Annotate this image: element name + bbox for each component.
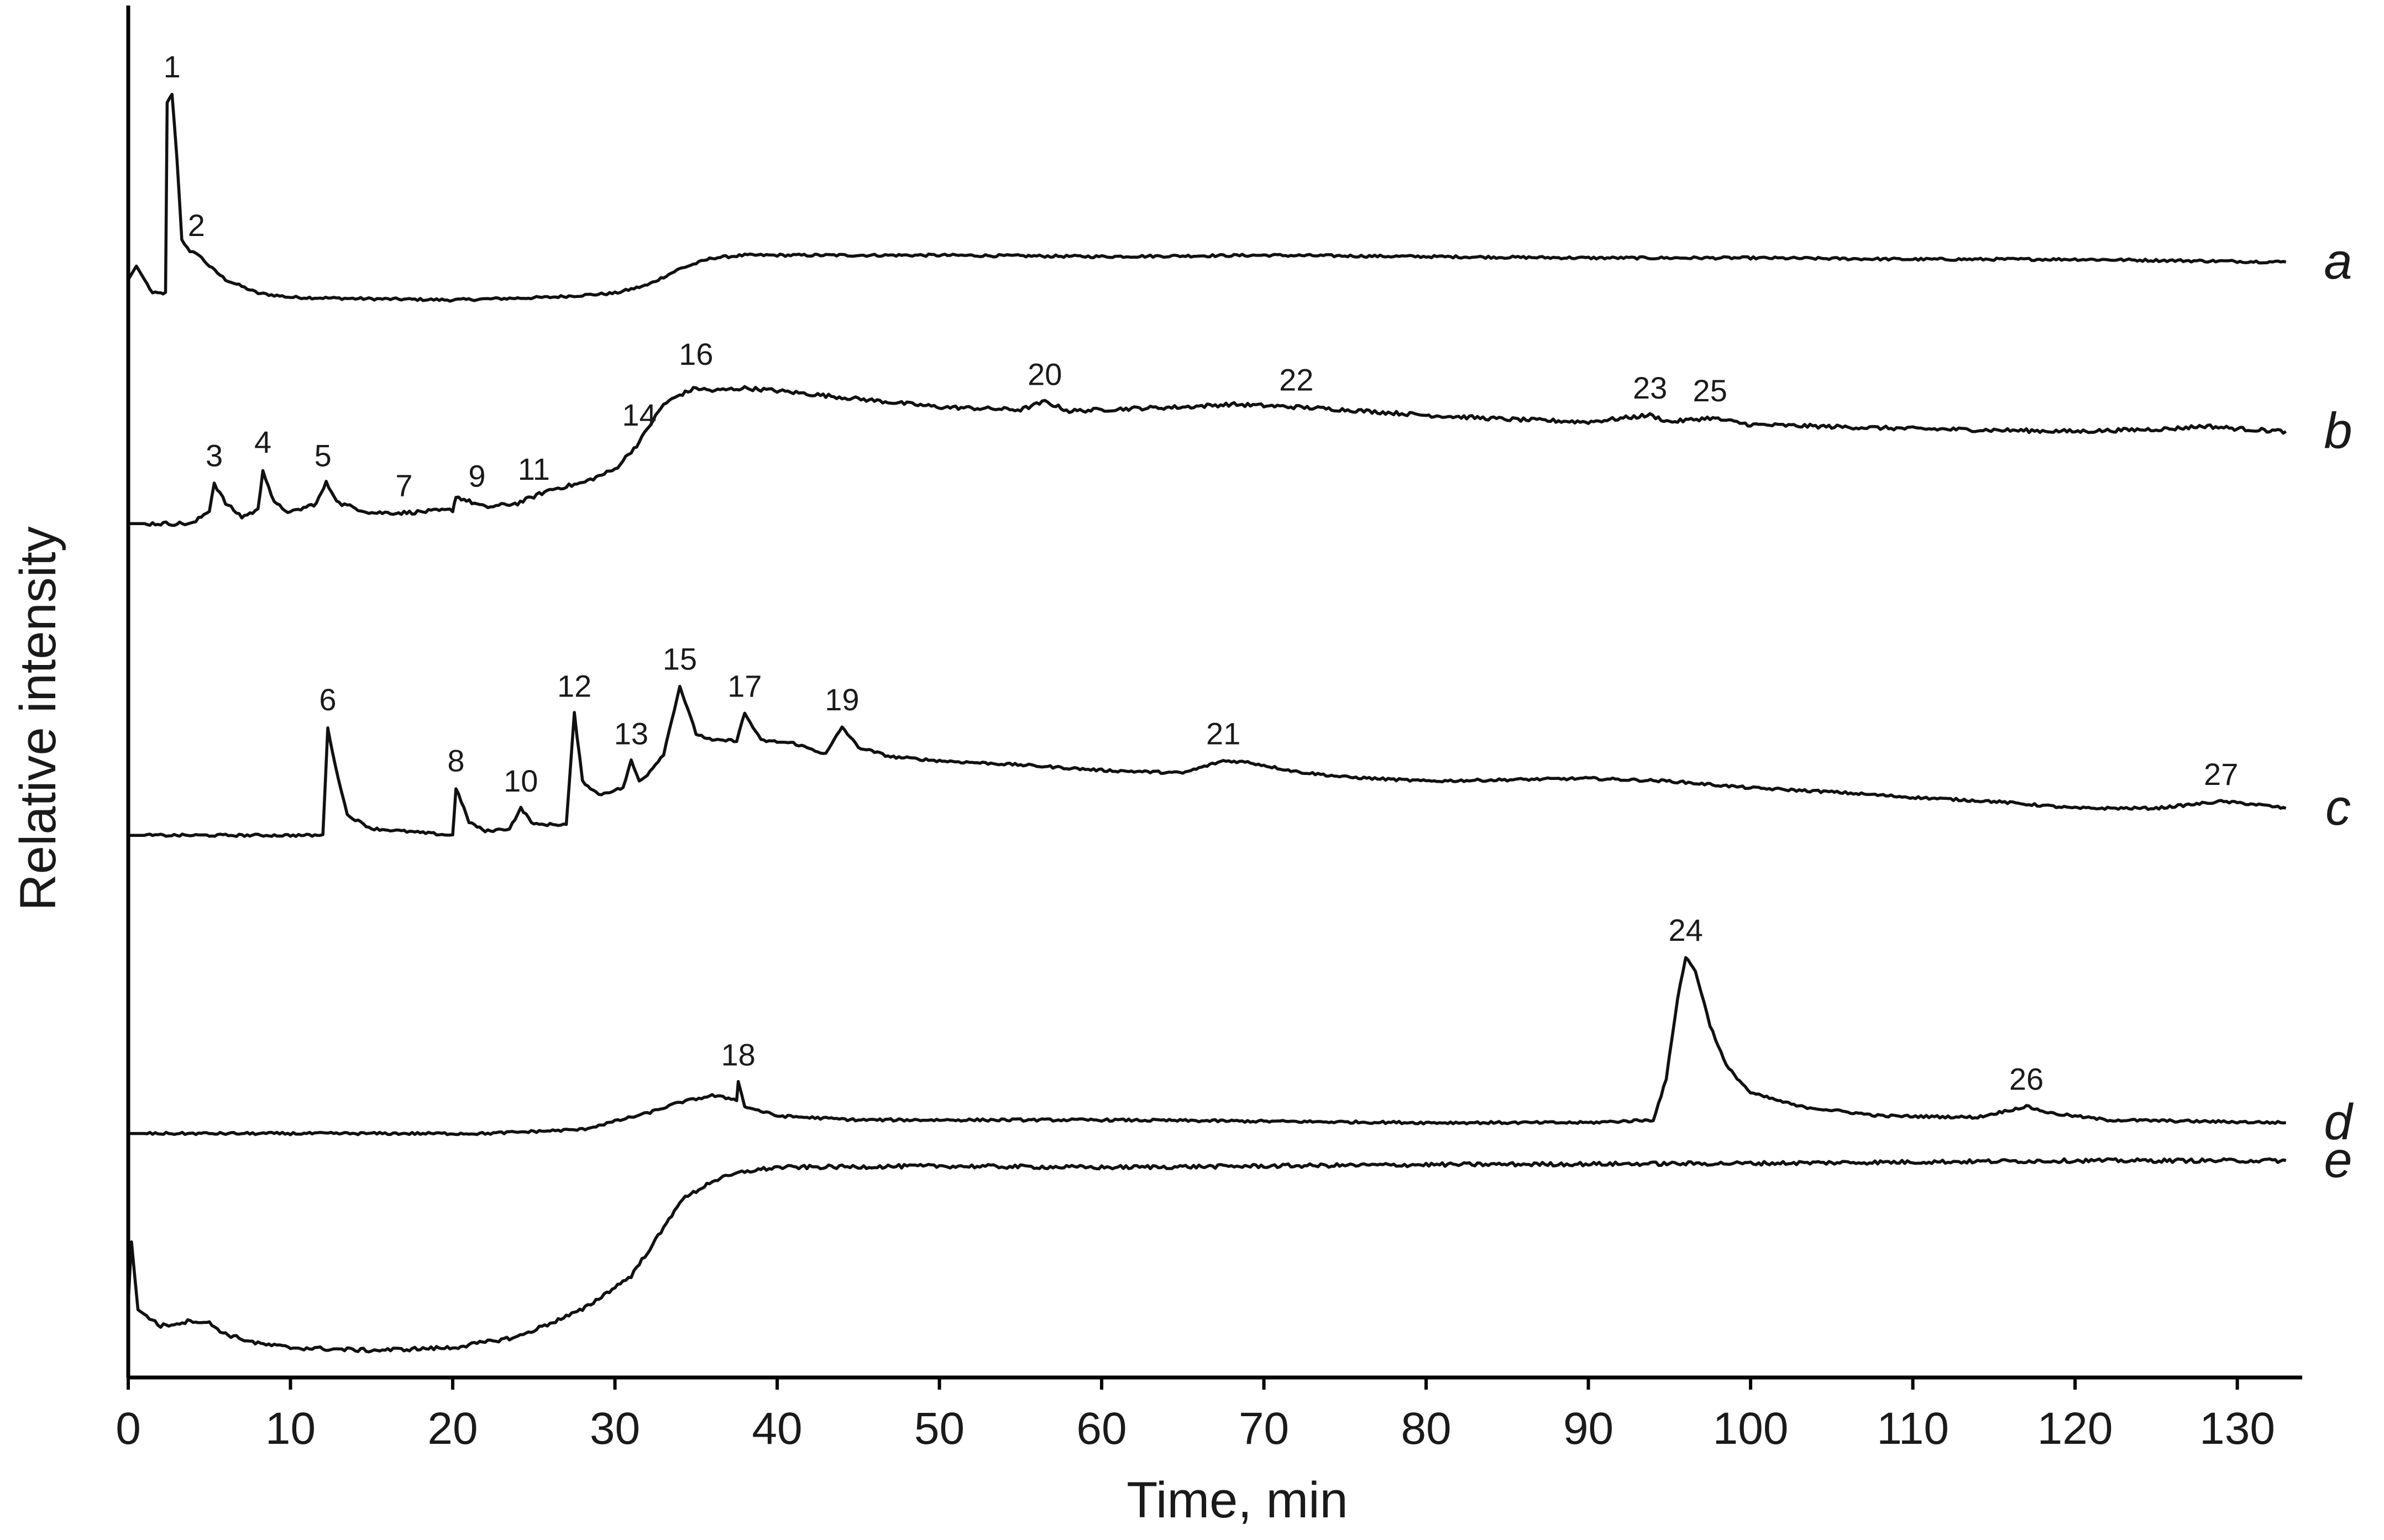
x-tick-label: 110 — [1877, 1403, 1949, 1454]
peak-label: 13 — [614, 716, 648, 751]
x-tick-label: 20 — [427, 1403, 478, 1454]
peak-label: 18 — [721, 1038, 755, 1072]
x-tick-label: 60 — [1076, 1403, 1126, 1454]
peak-label: 25 — [1693, 373, 1727, 408]
peak-label: 7 — [395, 468, 412, 503]
peak-label: 8 — [447, 743, 464, 778]
traces-layer — [127, 92, 2287, 1354]
peak-label: 24 — [1669, 913, 1703, 947]
trace-label-b: b — [2324, 403, 2352, 459]
trace-e — [127, 1157, 2287, 1354]
x-tick-label: 120 — [2037, 1403, 2113, 1454]
x-tick-label: 40 — [752, 1403, 802, 1454]
peak-label: 19 — [825, 682, 859, 717]
peak-label: 2 — [188, 208, 205, 243]
peak-label: 1 — [164, 49, 181, 84]
x-tick-label: 100 — [1713, 1403, 1789, 1454]
x-tick-label: 90 — [1563, 1403, 1613, 1454]
trace-d — [128, 956, 2286, 1136]
trace-a — [127, 92, 2287, 303]
x-axis-title: Time, min — [1126, 1472, 1348, 1528]
trace-b — [128, 385, 2287, 527]
axes: 0 10 20 30 40 50 60 70 80 90 100 110 120 130 — [116, 6, 2302, 1454]
peak-label: 21 — [1206, 716, 1240, 751]
trace-labels-layer: a b c de — [2324, 233, 2354, 1188]
x-tick-label: 80 — [1401, 1403, 1451, 1454]
trace-c — [128, 684, 2287, 839]
peak-label: 26 — [2009, 1062, 2044, 1097]
trace-label-c: c — [2325, 779, 2351, 836]
x-tick-label: 130 — [2199, 1403, 2275, 1454]
peak-label: 27 — [2204, 757, 2238, 792]
x-ticks: 0 10 20 30 40 50 60 70 80 90 100 110 120 130 — [116, 1377, 2275, 1454]
peak-label: 6 — [319, 682, 336, 717]
trace-label-d: d — [2324, 1094, 2354, 1150]
peak-label: 3 — [206, 438, 223, 473]
x-tick-label: 50 — [914, 1403, 965, 1454]
trace-label-a: a — [2324, 233, 2352, 290]
x-tick-label: 70 — [1239, 1403, 1289, 1454]
x-tick-label: 30 — [590, 1403, 640, 1454]
peak-label: 20 — [1028, 357, 1062, 392]
peak-label: 5 — [315, 438, 332, 473]
peak-label: 23 — [1633, 370, 1667, 405]
peak-label: 11 — [518, 452, 550, 486]
peak-label: 14 — [622, 397, 656, 432]
peak-label: 9 — [468, 459, 485, 494]
x-tick-label: 10 — [265, 1403, 316, 1454]
trace-label-e: e — [2324, 1132, 2352, 1188]
peak-label: 12 — [557, 669, 591, 704]
peak-label: 17 — [727, 669, 762, 704]
x-tick-label: 0 — [116, 1403, 141, 1454]
peak-label: 15 — [663, 642, 697, 677]
peak-label: 10 — [504, 763, 538, 798]
peak-label: 4 — [254, 425, 271, 459]
peak-label: 22 — [1279, 362, 1313, 397]
y-axis-title: Relative intensity — [10, 526, 66, 910]
peak-label: 16 — [679, 337, 713, 371]
